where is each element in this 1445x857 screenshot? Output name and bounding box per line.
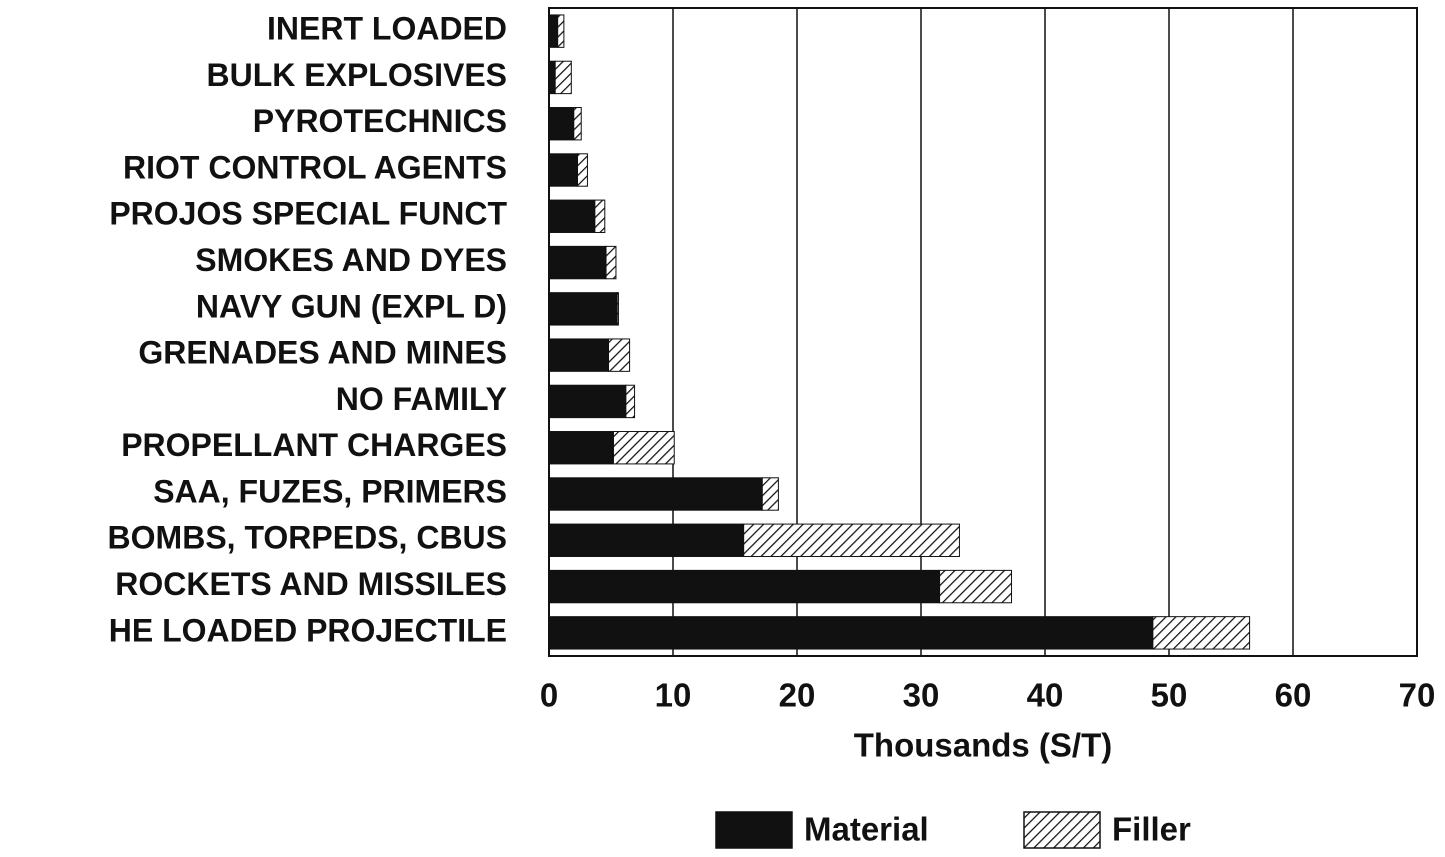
bar-segment [612,431,675,465]
x-tick-label: 50 [1151,677,1188,714]
y-tick-label: GRENADES AND MINES [138,335,507,371]
bar-segment [573,107,582,141]
y-tick-label: SMOKES AND DYES [195,242,507,278]
plot-frame [548,7,1418,657]
y-tick-label: NO FAMILY [336,381,507,417]
bar-segment [548,616,1154,650]
legend-label: Filler [1112,811,1191,848]
bar-segment [548,245,607,280]
y-tick-label: PROPELLANT CHARGES [121,427,507,463]
bar-segment [608,338,631,372]
y-tick-label: PYROTECHNICS [253,103,507,139]
y-tick-label: HE LOADED PROJECTILE [109,612,507,648]
bar-segment [554,60,572,95]
x-tick-label: 0 [540,677,558,714]
bar-segment [939,569,1013,604]
bar-segment [616,292,619,326]
y-tick-label: ROCKETS AND MISSILES [115,566,507,602]
x-tick-label: 10 [655,677,692,714]
x-tick-label: 60 [1275,677,1312,714]
bar-segment [548,569,941,604]
bar-segment [548,292,618,326]
bar-segment [548,60,556,95]
x-tick-label: 40 [1027,677,1064,714]
bar-segment [625,384,636,419]
x-tick-label: 20 [779,677,816,714]
y-tick-label: BOMBS, TORPEDS, CBUS [108,520,507,556]
legend-swatch [715,811,793,849]
legend-label: Material [804,811,929,848]
legend-swatch [1023,811,1101,849]
bar-segment [548,523,745,557]
y-tick-label: RIOT CONTROL AGENTS [123,149,507,185]
y-tick-label: SAA, FUZES, PRIMERS [153,473,507,509]
bar-segment [548,153,579,187]
bar-segment [1152,616,1251,650]
bar-segment [548,477,763,511]
bar-segment [743,523,960,557]
bar-segment [548,199,596,233]
y-tick-label: PROJOS SPECIAL FUNCT [109,196,507,232]
bar-segment [605,245,617,280]
bar-segment [548,338,610,372]
y-tick-label: BULK EXPLOSIVES [207,57,508,93]
bar-segment [577,153,588,187]
bar-segment [548,107,575,141]
x-tick-label: 30 [903,677,940,714]
x-tick-label: 70 [1399,677,1436,714]
bar-segment [594,199,606,233]
x-axis-title: Thousands (S/T) [854,727,1113,764]
bar-segment [548,384,627,419]
bar-segment [557,14,565,48]
y-tick-label: INERT LOADED [267,11,507,47]
bar-segment [548,431,614,465]
y-tick-label: NAVY GUN (EXPL D) [196,288,507,324]
bar-segment [548,14,559,48]
bar-segment [761,477,779,511]
